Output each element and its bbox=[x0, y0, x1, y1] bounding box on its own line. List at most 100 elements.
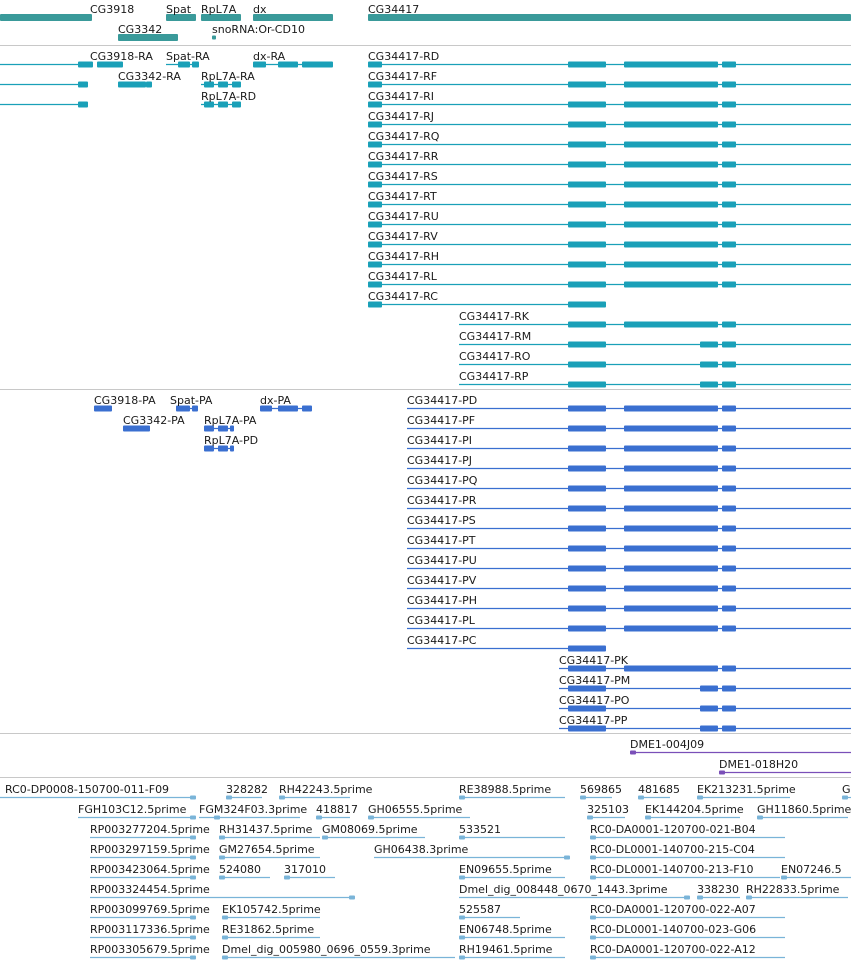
feature-en06748.5prime[interactable]: EN06748.5prime bbox=[459, 923, 565, 940]
feature-cg3918-ra[interactable]: CG3918-RA bbox=[0, 50, 153, 68]
feature-cg34417-pm[interactable]: CG34417-PM bbox=[559, 674, 851, 692]
feature-dme1-004j09[interactable]: DME1-004J09 bbox=[630, 738, 851, 755]
feature-gh11860.5prime[interactable]: GH11860.5prime bbox=[757, 803, 851, 820]
feature-rp003297159.5prime[interactable]: RP003297159.5prime bbox=[90, 843, 210, 860]
feature-cg34417-rr[interactable]: CG34417-RR bbox=[368, 150, 851, 168]
feature-481685[interactable]: 481685 bbox=[638, 783, 680, 800]
feature-cg34417-rf[interactable]: CG34417-RF bbox=[368, 70, 851, 88]
feature-338230[interactable]: 338230 bbox=[697, 883, 740, 900]
feature-cg34417-pj[interactable]: CG34417-PJ bbox=[407, 454, 851, 472]
feature-ek105742.5prime[interactable]: EK105742.5prime bbox=[222, 903, 321, 920]
feature-cg34417-ph[interactable]: CG34417-PH bbox=[407, 594, 851, 612]
feature-317010[interactable]: 317010 bbox=[284, 863, 335, 880]
feature-en09655.5prime[interactable]: EN09655.5prime bbox=[459, 863, 565, 880]
feature-cg34417[interactable]: CG34417 bbox=[368, 3, 851, 21]
feature-rc0-da0001-120700-021-b04[interactable]: RC0-DA0001-120700-021-B04 bbox=[590, 823, 785, 840]
feature-cg34417-pv[interactable]: CG34417-PV bbox=[407, 574, 851, 592]
feature-cg34417-rt[interactable]: CG34417-RT bbox=[368, 190, 851, 208]
feature-rpl7a-rd[interactable]: RpL7A-RD bbox=[201, 90, 256, 108]
feature-dmel_dig_005980_0696_0559.3prime[interactable]: Dmel_dig_005980_0696_0559.3prime bbox=[222, 943, 455, 960]
feature-rpl7a[interactable]: RpL7A bbox=[201, 3, 241, 21]
feature-cg34417-pi[interactable]: CG34417-PI bbox=[407, 434, 851, 452]
feature-325103[interactable]: 325103 bbox=[587, 803, 629, 820]
feature-rp003423064.5prime[interactable]: RP003423064.5prime bbox=[90, 863, 210, 880]
feature-cg34417-ru[interactable]: CG34417-RU bbox=[368, 210, 851, 228]
feature-cg34417-rv[interactable]: CG34417-RV bbox=[368, 230, 851, 248]
feature-rp003305679.5prime[interactable]: RP003305679.5prime bbox=[90, 943, 210, 960]
feature-gh06438.3prime[interactable]: GH06438.3prime bbox=[374, 843, 570, 860]
feature-dme1-018h20[interactable]: DME1-018H20 bbox=[719, 758, 851, 775]
feature-cg3342-pa[interactable]: CG3342-PA bbox=[123, 414, 185, 432]
feature-533521[interactable]: 533521 bbox=[459, 823, 565, 840]
feature-spat-ra[interactable]: Spat-RA bbox=[166, 50, 210, 68]
feature-cg3342-ra[interactable]: CG3342-RA bbox=[118, 70, 181, 88]
feature-328282[interactable]: 328282 bbox=[226, 783, 268, 800]
feature-cg3918-pa[interactable]: CG3918-PA bbox=[94, 394, 156, 412]
feature-525587[interactable]: 525587 bbox=[459, 903, 520, 920]
feature-rp003099769.5prime[interactable]: RP003099769.5prime bbox=[90, 903, 210, 920]
feature-cg3918[interactable]: CG3918 bbox=[0, 3, 134, 21]
feature-g[interactable]: G bbox=[842, 783, 851, 800]
feature-cg34417-rh[interactable]: CG34417-RH bbox=[368, 250, 851, 268]
feature-rpl7a-pd[interactable]: RpL7A-PD bbox=[204, 434, 258, 452]
feature-fgm324f03.3prime[interactable]: FGM324F03.3prime bbox=[199, 803, 307, 820]
feature-cg34417-po[interactable]: CG34417-PO bbox=[559, 694, 851, 712]
feature-rc0-dl0001-140700-213-f10[interactable]: RC0-DL0001-140700-213-F10 bbox=[590, 863, 780, 880]
feature-fgh103c12.5prime[interactable]: FGH103C12.5prime bbox=[78, 803, 196, 820]
feature-524080[interactable]: 524080 bbox=[219, 863, 270, 880]
feature-rp003117336.5prime[interactable]: RP003117336.5prime bbox=[90, 923, 210, 940]
feature-cg34417-pk[interactable]: CG34417-PK bbox=[559, 654, 851, 672]
feature-cg34417-rc[interactable]: CG34417-RC bbox=[368, 290, 606, 308]
feature-ek144204.5prime[interactable]: EK144204.5prime bbox=[645, 803, 744, 820]
feature-cg34417-pq[interactable]: CG34417-PQ bbox=[407, 474, 851, 492]
feature-cg34417-pl[interactable]: CG34417-PL bbox=[407, 614, 851, 632]
feature-rc0-da0001-120700-022-a07[interactable]: RC0-DA0001-120700-022-A07 bbox=[590, 903, 785, 920]
feature-rh19461.5prime[interactable]: RH19461.5prime bbox=[459, 943, 565, 960]
feature-spat[interactable]: Spat bbox=[166, 3, 196, 21]
feature-cg34417-pu[interactable]: CG34417-PU bbox=[407, 554, 851, 572]
feature-en07246.5[interactable]: EN07246.5 bbox=[781, 863, 851, 880]
feature-cg34417-rp[interactable]: CG34417-RP bbox=[459, 370, 851, 388]
feature-rp003277204.5prime[interactable]: RP003277204.5prime bbox=[90, 823, 210, 840]
feature-dx-ra[interactable]: dx-RA bbox=[253, 50, 333, 68]
feature-cg34417-pc[interactable]: CG34417-PC bbox=[407, 634, 606, 652]
feature-rc0-dp0008-150700-011-f09[interactable]: RC0-DP0008-150700-011-F09 bbox=[0, 783, 196, 800]
feature-snorna:or-cd10[interactable]: snoRNA:Or-CD10 bbox=[212, 23, 305, 40]
feature-cg3342[interactable]: CG3342 bbox=[118, 23, 178, 41]
feature-cg34417-ps[interactable]: CG34417-PS bbox=[407, 514, 851, 532]
feature-dx[interactable]: dx bbox=[253, 3, 333, 21]
feature-unlabeled-4[interactable] bbox=[0, 101, 88, 108]
feature-cg34417-pr[interactable]: CG34417-PR bbox=[407, 494, 851, 512]
feature-gm27654.5prime[interactable]: GM27654.5prime bbox=[219, 843, 320, 860]
feature-rh42243.5prime[interactable]: RH42243.5prime bbox=[279, 783, 373, 800]
feature-rc0-dl0001-140700-023-g06[interactable]: RC0-DL0001-140700-023-G06 bbox=[590, 923, 785, 940]
feature-cg34417-rm[interactable]: CG34417-RM bbox=[459, 330, 851, 348]
feature-rc0-dl0001-140700-215-c04[interactable]: RC0-DL0001-140700-215-C04 bbox=[590, 843, 785, 860]
feature-418817[interactable]: 418817 bbox=[316, 803, 358, 820]
feature-cg34417-pt[interactable]: CG34417-PT bbox=[407, 534, 851, 552]
feature-rp003324454.5prime[interactable]: RP003324454.5prime bbox=[90, 883, 355, 900]
feature-cg34417-pf[interactable]: CG34417-PF bbox=[407, 414, 851, 432]
feature-ek213231.5prime[interactable]: EK213231.5prime bbox=[697, 783, 796, 800]
feature-rc0-da0001-120700-022-a12[interactable]: RC0-DA0001-120700-022-A12 bbox=[590, 943, 785, 960]
feature-cg34417-ro[interactable]: CG34417-RO bbox=[459, 350, 851, 368]
feature-cg34417-rd[interactable]: CG34417-RD bbox=[368, 50, 851, 68]
feature-gh06555.5prime[interactable]: GH06555.5prime bbox=[368, 803, 470, 820]
feature-rh22833.5prime[interactable]: RH22833.5prime bbox=[746, 883, 848, 900]
feature-dmel_dig_008448_0670_1443.3prime[interactable]: Dmel_dig_008448_0670_1443.3prime bbox=[459, 883, 690, 900]
feature-cg34417-ri[interactable]: CG34417-RI bbox=[368, 90, 851, 108]
feature-cg34417-rj[interactable]: CG34417-RJ bbox=[368, 110, 851, 128]
feature-re31862.5prime[interactable]: RE31862.5prime bbox=[222, 923, 320, 940]
feature-rpl7a-ra[interactable]: RpL7A-RA bbox=[201, 70, 255, 88]
feature-re38988.5prime[interactable]: RE38988.5prime bbox=[459, 783, 565, 800]
feature-cg34417-rk[interactable]: CG34417-RK bbox=[459, 310, 851, 328]
feature-cg34417-rq[interactable]: CG34417-RQ bbox=[368, 130, 851, 148]
feature-cg34417-pp[interactable]: CG34417-PP bbox=[559, 714, 851, 732]
feature-cg34417-rs[interactable]: CG34417-RS bbox=[368, 170, 851, 188]
feature-569865[interactable]: 569865 bbox=[580, 783, 622, 800]
feature-rpl7a-pa[interactable]: RpL7A-PA bbox=[204, 414, 257, 432]
feature-cg34417-rl[interactable]: CG34417-RL bbox=[368, 270, 851, 288]
feature-spat-pa[interactable]: Spat-PA bbox=[170, 394, 213, 412]
feature-unlabeled-3[interactable] bbox=[0, 81, 88, 88]
feature-rh31437.5prime[interactable]: RH31437.5prime bbox=[219, 823, 320, 840]
